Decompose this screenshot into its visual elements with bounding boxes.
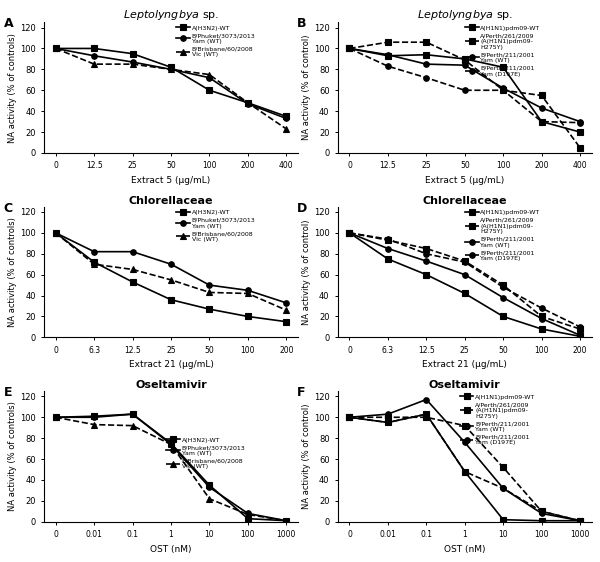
Y-axis label: NA activity (% of controls): NA activity (% of controls) — [8, 33, 17, 143]
X-axis label: OST (nM): OST (nM) — [150, 545, 192, 554]
Legend: A(H3N2)-WT, B/Phuket/3073/2013
Yam (WT), B/Brisbane/60/2008
Vic (WT): A(H3N2)-WT, B/Phuket/3073/2013 Yam (WT),… — [166, 437, 245, 469]
Text: D: D — [298, 202, 308, 215]
Title: $\it{Leptolyngbya}$ sp.: $\it{Leptolyngbya}$ sp. — [123, 8, 219, 22]
Legend: A(H3N2)-WT, B/Phuket/3073/2013
Yam (WT), B/Brisbane/60/2008
Vic (WT): A(H3N2)-WT, B/Phuket/3073/2013 Yam (WT),… — [176, 210, 256, 242]
X-axis label: Extract 21 (μg/mL): Extract 21 (μg/mL) — [422, 360, 507, 369]
Title: Oseltamivir: Oseltamivir — [429, 380, 500, 391]
Text: A: A — [4, 17, 13, 30]
Y-axis label: NA activity (% of controls): NA activity (% of controls) — [8, 217, 17, 327]
Title: Chlorellaceae: Chlorellaceae — [129, 196, 213, 206]
Y-axis label: NA activity (% of control): NA activity (% of control) — [302, 404, 311, 509]
Legend: A(H1N1)pdm09-WT, A/Perth/261/2009
(A(H1N1)pdm09-
H275Y), B/Perth/211/2001
Yam (W: A(H1N1)pdm09-WT, A/Perth/261/2009 (A(H1N… — [465, 25, 541, 76]
Legend: A(H1N1)pdm09-WT, A/Perth/261/2009
(A(H1N1)pdm09-
H275Y), B/Perth/211/2001
Yam (W: A(H1N1)pdm09-WT, A/Perth/261/2009 (A(H1N… — [465, 210, 541, 261]
X-axis label: Extract 5 (μg/mL): Extract 5 (μg/mL) — [425, 176, 505, 185]
X-axis label: OST (nM): OST (nM) — [444, 545, 485, 554]
Y-axis label: NA activity (% of controls): NA activity (% of controls) — [8, 401, 17, 511]
Text: C: C — [4, 202, 13, 215]
Text: E: E — [4, 386, 12, 399]
Legend: A(H1N1)pdm09-WT, A/Perth/261/2009
(A(H1N1)pdm09-
H275Y), B/Perth/211/2001
Yam (W: A(H1N1)pdm09-WT, A/Perth/261/2009 (A(H1N… — [460, 394, 536, 446]
Title: $\it{Leptolyngbya}$ sp.: $\it{Leptolyngbya}$ sp. — [416, 8, 513, 22]
Y-axis label: NA activity (% of control): NA activity (% of control) — [302, 219, 311, 325]
X-axis label: Extract 21 (μg/mL): Extract 21 (μg/mL) — [128, 360, 214, 369]
Title: Chlorellaceae: Chlorellaceae — [422, 196, 507, 206]
Y-axis label: NA activity (% of control): NA activity (% of control) — [302, 35, 311, 140]
X-axis label: Extract 5 (μg/mL): Extract 5 (μg/mL) — [131, 176, 211, 185]
Title: Oseltamivir: Oseltamivir — [135, 380, 207, 391]
Text: F: F — [298, 386, 306, 399]
Legend: A(H3N2)-WT, B/Phuket/3073/2013
Yam (WT), B/Brisbane/60/2008
Vic (WT): A(H3N2)-WT, B/Phuket/3073/2013 Yam (WT),… — [176, 25, 256, 57]
Text: B: B — [298, 17, 307, 30]
